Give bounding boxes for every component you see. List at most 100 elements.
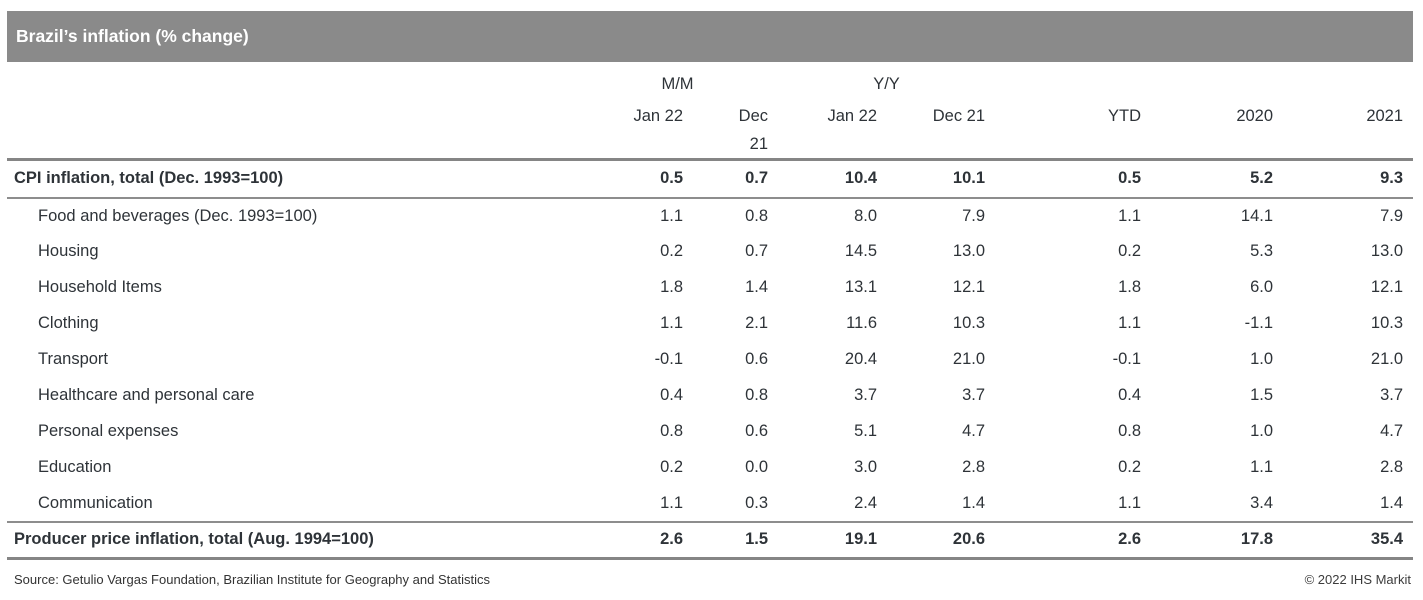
value-cell: -0.1 [1112, 350, 1142, 368]
value-cell: 14.5 [844, 242, 878, 260]
column-header: 2021 [1366, 107, 1404, 125]
row-label: CPI inflation, total (Dec. 1993=100) [7, 158, 487, 199]
value-cell: 7.9 [1380, 206, 1404, 225]
value-cell: -1.1 [1244, 314, 1274, 332]
value-cell: 1.4 [962, 493, 986, 512]
column-header: Jan 22 [827, 107, 878, 125]
value-cell: 4.7 [962, 422, 986, 440]
value-cell: 12.1 [1370, 278, 1404, 296]
value-cell: 9.3 [1283, 158, 1414, 199]
value-cell: 4.7 [1380, 422, 1404, 440]
value-cell: 1.8 [1118, 278, 1142, 296]
value-cell: 1.8 [660, 278, 683, 296]
row-label-header [7, 97, 487, 160]
value-cell: 10.3 [952, 314, 986, 332]
row-label: Household Items [38, 278, 162, 296]
column-header: 2020 [1236, 107, 1274, 125]
value-cell: 1.4 [1380, 493, 1404, 512]
figure-title: Brazil’s inflation (% change) [16, 26, 249, 46]
value-cell: 2.8 [962, 458, 986, 476]
value-cell: 2.8 [1380, 458, 1404, 476]
value-cell: 0.6 [745, 422, 769, 440]
column-header: Dec 21 [932, 107, 986, 125]
column-header: Jan 22 [633, 107, 683, 125]
inflation-table: M/M Y/Y Jan 22 Dec 21 Jan 22 Dec 21 YTD 2020 2… [7, 62, 1414, 560]
value-cell: 13.0 [952, 242, 986, 260]
value-cell: 21.0 [952, 350, 986, 368]
table-row: Personal expenses 0.8 0.6 5.1 4.7 0.8 1.0 4.7 [7, 414, 1413, 450]
value-cell: 1.0 [1250, 350, 1274, 368]
table-row: Communication 1.1 0.3 2.4 1.4 1.1 3.4 1.4 [7, 486, 1413, 522]
value-cell: 2.1 [745, 314, 769, 332]
value-cell: 1.1 [660, 314, 683, 332]
table-row: Healthcare and personal care 0.4 0.8 3.7 3.7… [7, 378, 1413, 414]
row-label: Education [38, 458, 112, 476]
value-cell: 0.4 [660, 386, 683, 404]
value-cell: 0.6 [745, 350, 769, 368]
value-cell: 0.8 [660, 422, 683, 440]
value-cell: 5.3 [1250, 242, 1274, 260]
value-cell: 3.0 [854, 458, 878, 476]
value-cell: 1.1 [660, 493, 683, 512]
column-group-yy: Y/Y [873, 75, 900, 93]
value-cell: 1.1 [1118, 493, 1142, 512]
value-cell: 3.4 [1250, 493, 1274, 512]
row-label: Producer price inflation, total (Aug. 19… [7, 520, 487, 560]
value-cell: 0.0 [745, 458, 769, 476]
value-cell: 3.7 [962, 386, 986, 404]
value-cell: 5.2 [1151, 158, 1284, 199]
value-cell: 0.4 [1118, 386, 1142, 404]
figure: Brazil’s inflation (% change) M/M Y/Y [7, 11, 1414, 587]
value-cell: 2.6 [487, 520, 693, 560]
row-label: Food and beverages (Dec. 1993=100) [38, 206, 318, 225]
table-row: Household Items 1.8 1.4 13.1 12.1 1.8 6.0 12.1 [7, 270, 1413, 306]
column-group-spacer [1151, 62, 1283, 97]
row-label: Personal expenses [38, 422, 179, 440]
value-cell: 21.0 [1370, 350, 1404, 368]
value-cell: 0.2 [660, 458, 683, 476]
value-cell: 14.1 [1240, 206, 1274, 225]
table-row: Education 0.2 0.0 3.0 2.8 0.2 1.1 2.8 [7, 450, 1413, 486]
value-cell: 1.0 [1250, 422, 1274, 440]
value-cell: 20.4 [844, 350, 878, 368]
value-cell: 0.8 [745, 386, 769, 404]
table-row: CPI inflation, total (Dec. 1993=100) 0.5 0… [7, 158, 1414, 199]
value-cell: 13.0 [1370, 242, 1404, 260]
value-cell: 0.2 [660, 242, 683, 260]
row-label: Clothing [38, 314, 99, 332]
table-row: Clothing 1.1 2.1 11.6 10.3 1.1 -1.1 10.3 [7, 306, 1413, 342]
value-cell: 2.6 [995, 520, 1152, 560]
value-cell: 10.4 [778, 158, 888, 199]
source-note: Source: Getulio Vargas Foundation, Brazi… [14, 572, 490, 587]
table-row: Housing 0.2 0.7 14.5 13.0 0.2 5.3 13.0 [7, 234, 1413, 270]
value-cell: 10.3 [1370, 314, 1404, 332]
footer: Source: Getulio Vargas Foundation, Brazi… [7, 572, 1413, 587]
value-cell: 0.2 [1118, 242, 1142, 260]
value-cell: 5.1 [854, 422, 878, 440]
value-cell: 11.6 [846, 314, 878, 332]
value-cell: 2.4 [854, 493, 878, 512]
value-cell: 19.1 [778, 520, 888, 560]
value-cell: 1.5 [1250, 386, 1274, 404]
value-cell: 1.1 [660, 206, 683, 225]
value-cell: -0.1 [654, 350, 683, 368]
value-cell: 10.1 [887, 158, 996, 199]
value-cell: 12.1 [952, 278, 986, 296]
table-row: Food and beverages (Dec. 1993=100) 1.1 0.8… [7, 198, 1413, 234]
column-group-spacer [7, 62, 487, 97]
value-cell: 35.4 [1283, 520, 1414, 560]
value-cell: 0.7 [693, 158, 779, 199]
column-header: Dec 21 [738, 107, 769, 153]
table-row: Transport -0.1 0.6 20.4 21.0 -0.1 1.0 21.0 [7, 342, 1413, 378]
value-cell: 0.7 [745, 242, 769, 260]
value-cell: 0.5 [487, 158, 693, 199]
value-cell: 1.4 [745, 278, 769, 296]
value-cell: 17.8 [1151, 520, 1284, 560]
table-row: Producer price inflation, total (Aug. 19… [7, 520, 1414, 560]
row-label: Communication [38, 493, 153, 512]
value-cell: 1.5 [693, 520, 779, 560]
value-cell: 13.1 [844, 278, 878, 296]
column-header: YTD [1108, 107, 1142, 125]
value-cell: 3.7 [1380, 386, 1404, 404]
value-cell: 0.2 [1118, 458, 1142, 476]
